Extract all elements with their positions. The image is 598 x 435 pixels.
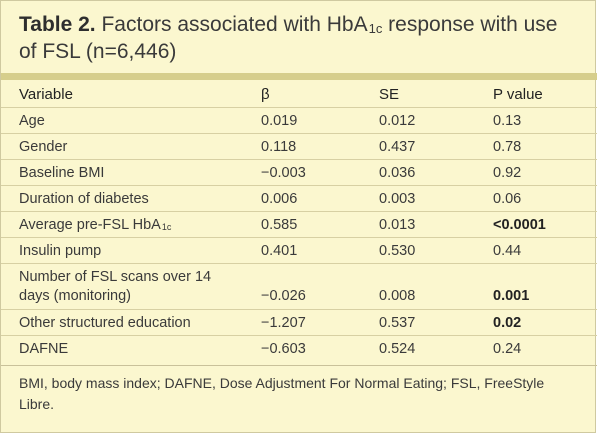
p-value-cell: 0.13 xyxy=(493,113,522,129)
column-header-p-value: P value xyxy=(493,86,543,103)
p-value-cell: 0.06 xyxy=(493,191,522,207)
table-row: Insulin pump 0.401 0.530 0.44 xyxy=(1,238,597,264)
title-divider xyxy=(1,73,597,80)
variable-text: Average pre-FSL HbA xyxy=(19,217,161,233)
table-title: Table 2. Factors associated with HbA1c r… xyxy=(19,12,579,64)
variable-cell: Gender xyxy=(19,139,68,155)
footnote-divider xyxy=(1,365,597,366)
se-cell: 0.437 xyxy=(379,139,416,155)
variable-cell: DAFNE xyxy=(19,341,69,357)
table-row: Average pre-FSL HbA1c 0.585 0.013 <0.000… xyxy=(1,212,597,238)
table-row: Other structured education −1.207 0.537 … xyxy=(1,310,597,336)
table-row: Age 0.019 0.012 0.13 xyxy=(1,108,597,134)
beta-cell: 0.118 xyxy=(261,139,297,155)
variable-cell: Number of FSL scans over 14 days (monito… xyxy=(19,269,212,304)
table-number: Table 2. xyxy=(19,13,96,36)
se-cell: 0.537 xyxy=(379,315,416,331)
se-cell: 0.008 xyxy=(379,288,416,304)
p-value-cell: 0.24 xyxy=(493,341,522,357)
column-header-variable: Variable xyxy=(19,86,73,103)
title-text-end: response with use of FSL (n=6,446) xyxy=(19,13,558,63)
se-cell: 0.003 xyxy=(379,191,416,207)
table-row: Gender 0.118 0.437 0.78 xyxy=(1,134,597,160)
beta-cell: 0.006 xyxy=(261,191,298,207)
beta-cell: 0.019 xyxy=(261,113,298,129)
se-cell: 0.013 xyxy=(379,217,416,233)
variable-cell: Insulin pump xyxy=(19,243,102,259)
p-value-cell: <0.0001 xyxy=(493,217,546,233)
beta-cell: −0.026 xyxy=(261,288,306,304)
table-footnote: BMI, body mass index; DAFNE, Dose Adjust… xyxy=(19,375,545,412)
beta-cell: −0.603 xyxy=(261,341,306,357)
column-header-se: SE xyxy=(379,86,400,103)
p-value-cell: 0.92 xyxy=(493,165,522,181)
title-text-start: Factors associated with HbA xyxy=(101,13,368,36)
variable-cell: Average pre-FSL HbA1c xyxy=(19,216,171,236)
table-header-row: Variable β SE P value xyxy=(1,80,597,108)
variable-cell: Duration of diabetes xyxy=(19,191,149,207)
p-value-cell: 0.78 xyxy=(493,139,522,155)
beta-cell: −0.003 xyxy=(261,165,306,181)
variable-subscript: 1c xyxy=(161,222,172,233)
data-table: Variable β SE P value Age 0.019 0.012 0.… xyxy=(1,80,597,362)
beta-cell: 0.585 xyxy=(261,217,298,233)
table-row: Number of FSL scans over 14 days (monito… xyxy=(1,264,597,310)
table-row: DAFNE −0.603 0.524 0.24 xyxy=(1,336,597,362)
variable-cell: Age xyxy=(19,113,45,129)
se-cell: 0.530 xyxy=(379,243,416,259)
column-header-beta: β xyxy=(261,86,270,103)
se-cell: 0.012 xyxy=(379,113,416,129)
variable-cell: Baseline BMI xyxy=(19,165,105,181)
variable-cell: Other structured education xyxy=(19,315,191,331)
beta-cell: 0.401 xyxy=(261,243,298,259)
p-value-cell: 0.001 xyxy=(493,288,530,304)
se-cell: 0.524 xyxy=(379,341,416,357)
se-cell: 0.036 xyxy=(379,165,416,181)
beta-cell: −1.207 xyxy=(261,315,306,331)
table-row: Duration of diabetes 0.006 0.003 0.06 xyxy=(1,186,597,212)
title-subscript: 1c xyxy=(368,20,383,36)
table-row: Baseline BMI −0.003 0.036 0.92 xyxy=(1,160,597,186)
p-value-cell: 0.02 xyxy=(493,315,522,331)
p-value-cell: 0.44 xyxy=(493,243,522,259)
